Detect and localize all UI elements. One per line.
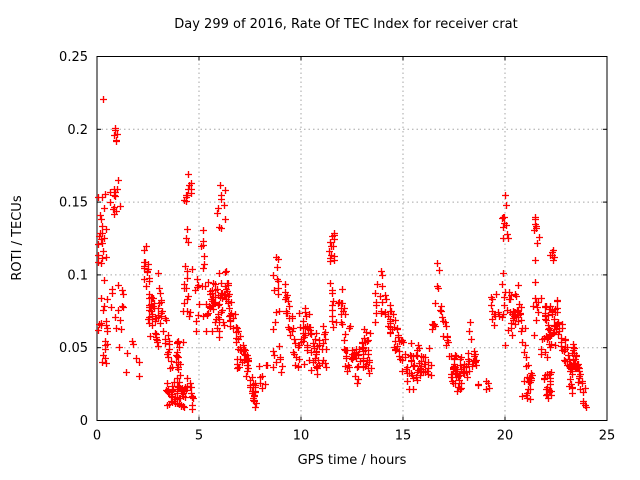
y-tick-label: 0.25	[59, 50, 88, 65]
chart-title: Day 299 of 2016, Rate Of TEC Index for r…	[174, 17, 517, 32]
x-axis-label: GPS time / hours	[298, 453, 407, 468]
y-tick-label: 0.2	[67, 123, 88, 138]
x-tick-label: 5	[195, 429, 203, 444]
x-tick-label: 25	[599, 429, 616, 444]
y-tick-label: 0.15	[59, 196, 88, 211]
plot-border	[96, 56, 608, 421]
y-tick-label: 0.1	[67, 268, 88, 283]
data-points	[95, 96, 590, 413]
x-tick-label: 0	[93, 429, 101, 444]
x-tick-label: 15	[395, 429, 412, 444]
y-tick-labels: 0 0.05 0.1 0.15 0.2 0.25	[59, 50, 88, 429]
x-tick-label: 20	[497, 429, 514, 444]
x-tick-label: 10	[293, 429, 310, 444]
x-tick-labels: 0 5 10 15 20 25	[93, 429, 615, 444]
label-layer: Day 299 of 2016, Rate Of TEC Index for r…	[10, 17, 615, 468]
tick-marks	[96, 56, 608, 421]
y-axis-label: ROTI / TECUs	[10, 195, 25, 280]
y-tick-label: 0.05	[59, 341, 88, 356]
y-tick-label: 0	[80, 414, 88, 429]
